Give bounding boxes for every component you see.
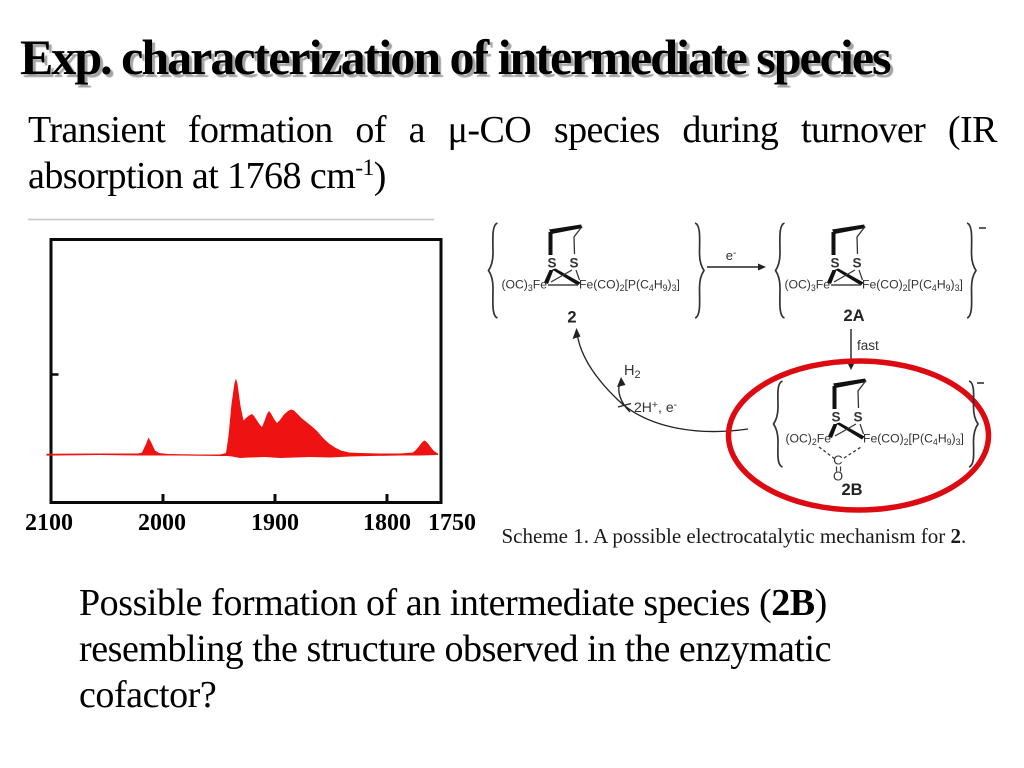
svg-text:fast: fast (857, 338, 879, 353)
svg-text:(OC)3Fe: (OC)3Fe (784, 278, 830, 294)
svg-text:Fe(CO)2[P(C4H9)3]: Fe(CO)2[P(C4H9)3] (863, 432, 964, 448)
svg-text:2100: 2100 (25, 510, 73, 536)
svg-text:2000: 2000 (138, 510, 186, 536)
svg-text:2: 2 (567, 309, 576, 327)
svg-text:1750: 1750 (428, 510, 476, 536)
svg-text:Fe(CO)2[P(C4H9)3]: Fe(CO)2[P(C4H9)3] (579, 278, 680, 294)
svg-text:1900: 1900 (251, 510, 299, 536)
svg-text:(OC)3Fe: (OC)3Fe (501, 278, 547, 294)
svg-text:e-: e- (726, 248, 737, 263)
svg-text:H2: H2 (624, 363, 641, 381)
svg-text:Fe(CO)2[P(C4H9)3]: Fe(CO)2[P(C4H9)3] (862, 278, 963, 294)
svg-text:O: O (833, 469, 843, 484)
svg-text:2B: 2B (841, 481, 862, 499)
svg-text:(OC)2Fe: (OC)2Fe (785, 432, 831, 448)
svg-text:1800: 1800 (363, 510, 411, 536)
svg-text:Scheme 1. A possible electroca: Scheme 1. A possible electrocatalytic me… (502, 524, 967, 548)
svg-text:C: C (833, 453, 842, 468)
svg-text:2H+, e-: 2H+, e- (634, 399, 678, 415)
svg-text:2A: 2A (843, 307, 864, 325)
